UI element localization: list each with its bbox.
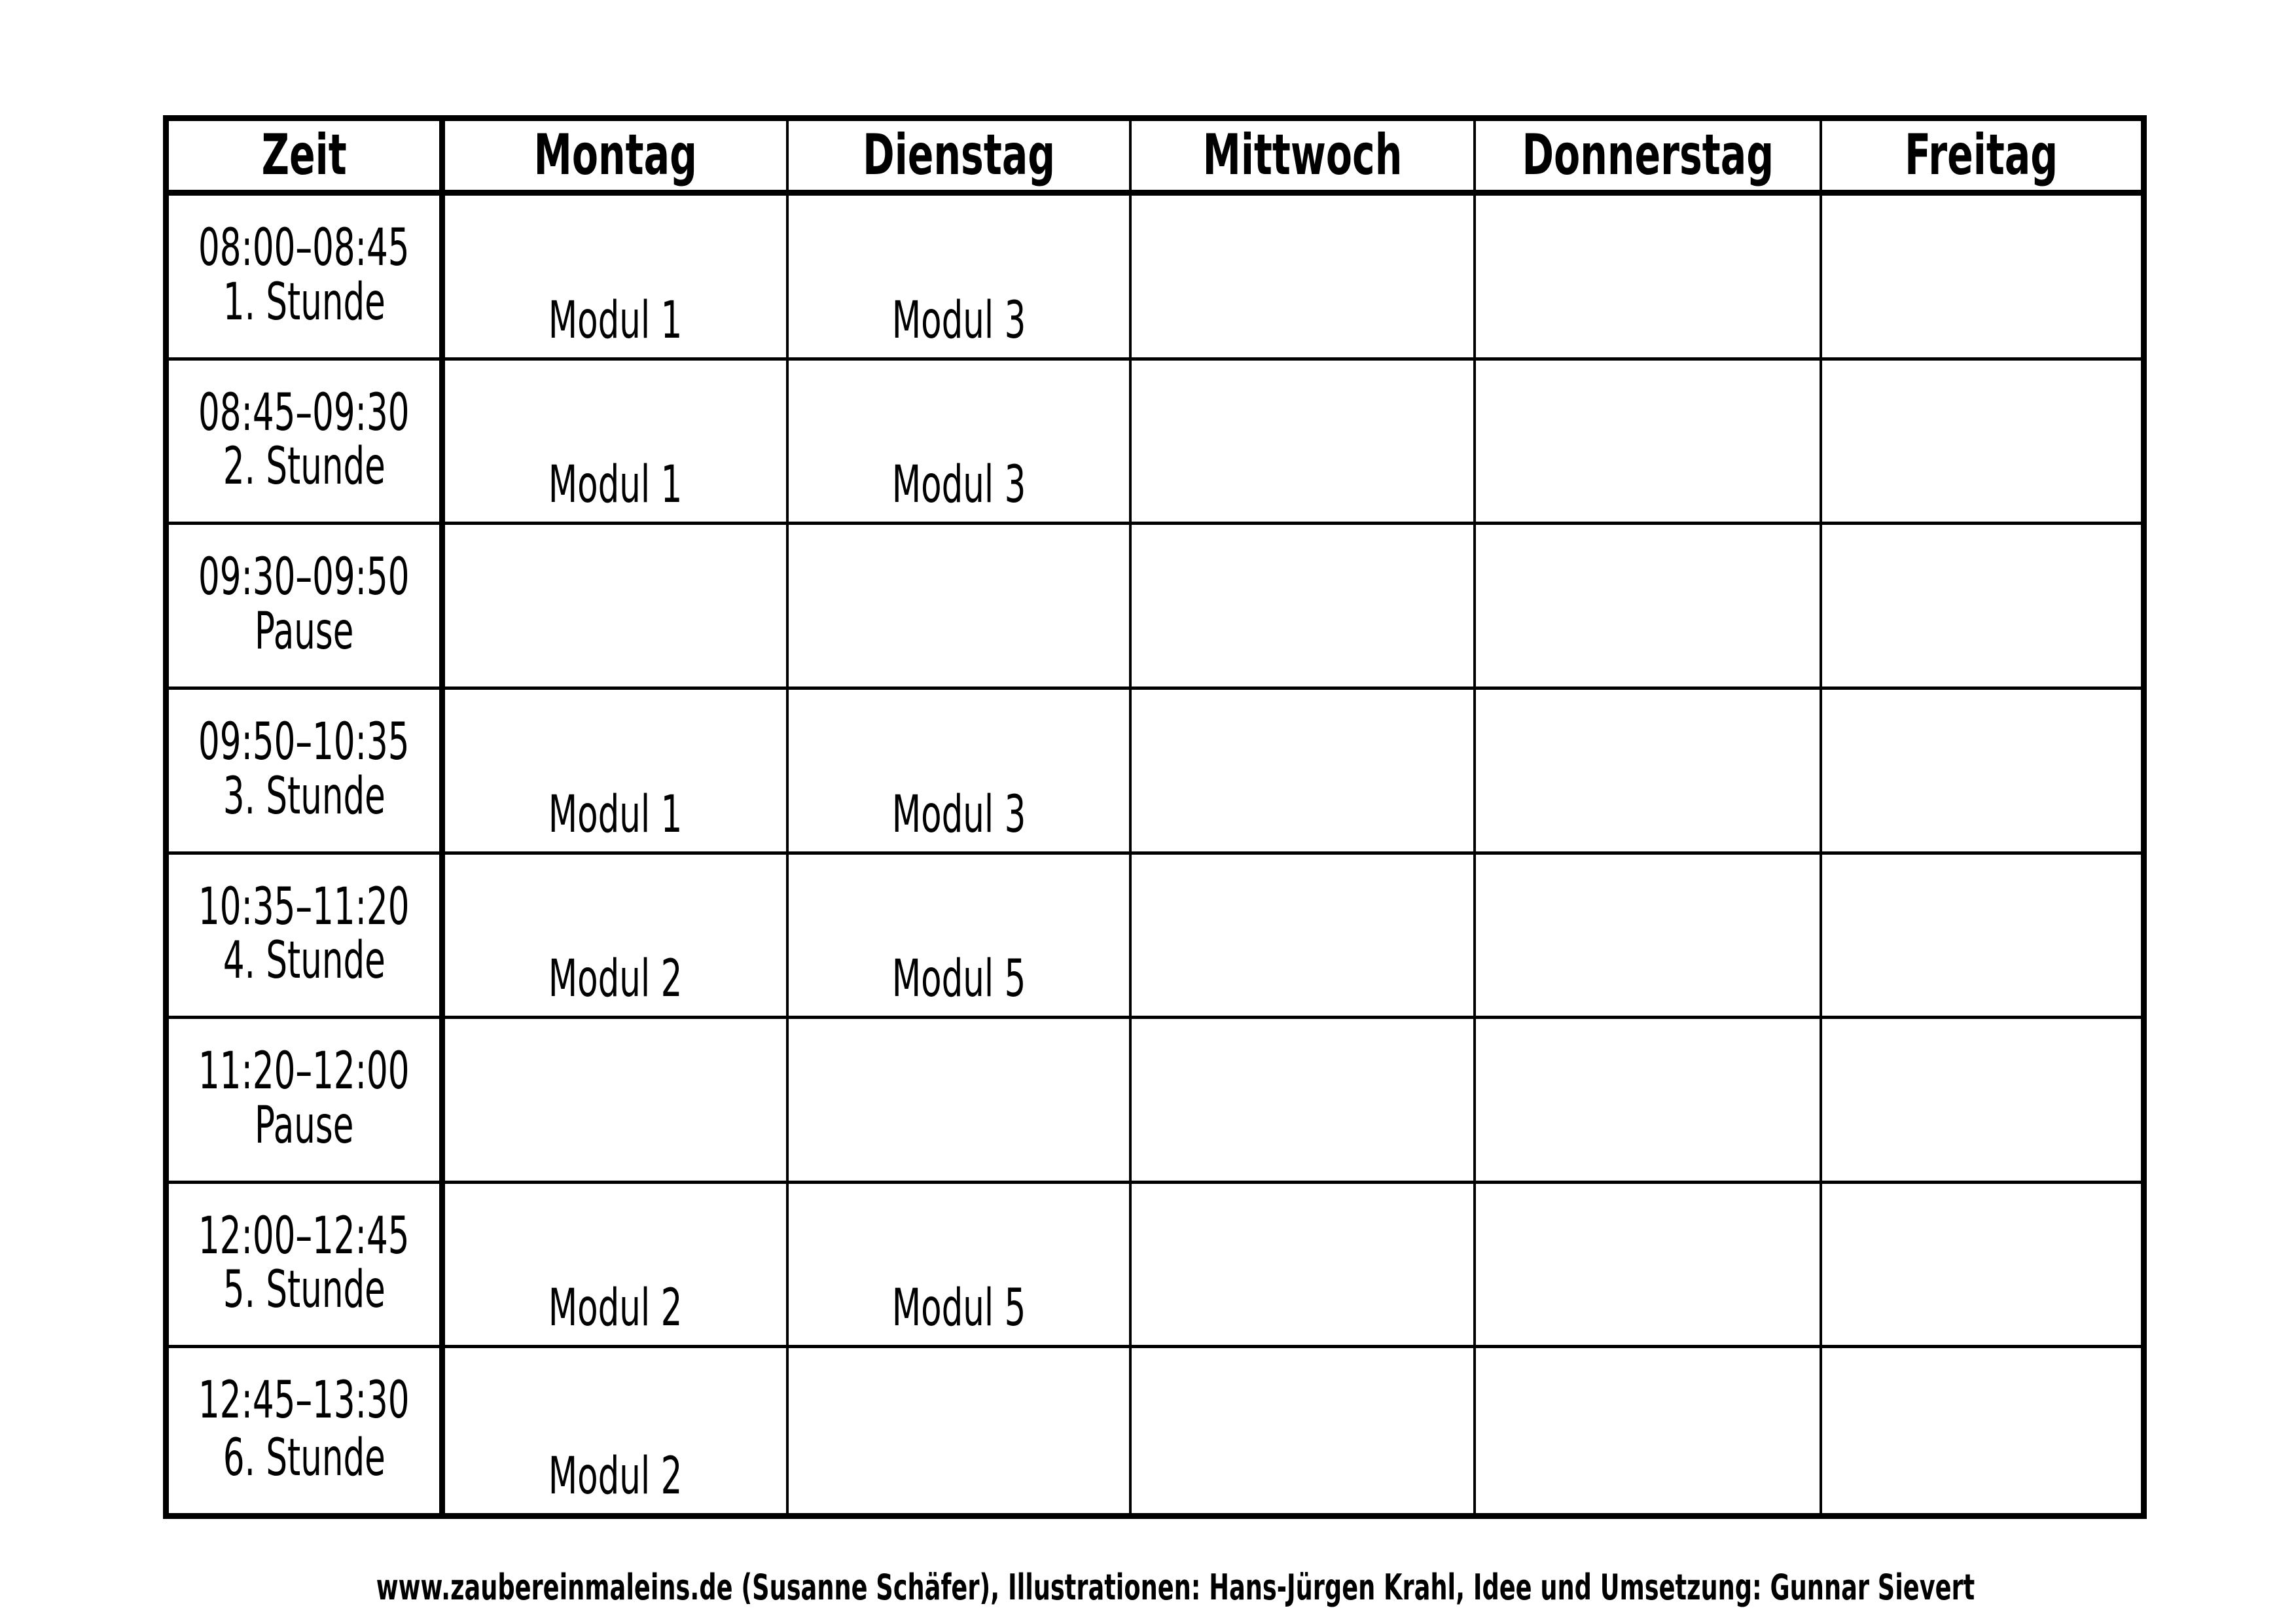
- module-entry: Modul 2: [548, 950, 683, 1009]
- cell-row8-mittwoch: [1132, 1348, 1476, 1513]
- cell-row2-donnerstag: [1476, 360, 1822, 526]
- cell-row6-dienstag: [789, 1019, 1132, 1184]
- column-header-donnerstag: Donnerstag: [1476, 121, 1822, 196]
- cell-row2-montag: Modul 1: [445, 360, 789, 526]
- lesson-label: 2. Stunde: [223, 437, 386, 497]
- cell-row2-freitag: [1822, 360, 2141, 526]
- time-range: 08:00–08:45: [198, 219, 410, 277]
- lesson-label: 3. Stunde: [223, 766, 386, 826]
- lesson-label: 5. Stunde: [223, 1260, 386, 1320]
- cell-row1-mittwoch: [1132, 196, 1476, 361]
- lesson-label: Pause: [254, 601, 354, 661]
- cell-row7-mittwoch: [1132, 1183, 1476, 1349]
- time-slot-cell-row4: 09:50–10:35 3. Stunde: [169, 689, 445, 855]
- cell-row8-dienstag: [789, 1348, 1132, 1513]
- column-header-dienstag-label: Dienstag: [863, 122, 1055, 188]
- cell-row4-montag: Modul 1: [445, 689, 789, 855]
- cell-row4-mittwoch: [1132, 689, 1476, 855]
- cell-row7-montag: Modul 2: [445, 1183, 789, 1349]
- time-range: 10:35–11:20: [198, 877, 410, 936]
- time-slot-cell-row7: 12:00–12:45 5. Stunde: [169, 1183, 445, 1349]
- module-entry: Modul 1: [548, 455, 683, 515]
- time-slot-cell-row3: 09:30–09:50 Pause: [169, 525, 445, 690]
- module-entry: Modul 1: [548, 785, 683, 844]
- time-slot-cell-row1: 08:00–08:45 1. Stunde: [169, 196, 445, 361]
- time-slot-cell-row2: 08:45–09:30 2. Stunde: [169, 360, 445, 526]
- module-entry: Modul 2: [548, 1447, 683, 1507]
- cell-row8-freitag: [1822, 1348, 2141, 1513]
- column-header-freitag-label: Freitag: [1905, 122, 2058, 188]
- cell-row6-donnerstag: [1476, 1019, 1822, 1184]
- cell-row3-donnerstag: [1476, 525, 1822, 690]
- module-entry: Modul 5: [891, 950, 1026, 1009]
- cell-row8-donnerstag: [1476, 1348, 1822, 1513]
- time-range: 09:50–10:35: [198, 712, 410, 772]
- cell-row5-mittwoch: [1132, 854, 1476, 1020]
- column-header-montag: Montag: [445, 121, 789, 196]
- cell-row3-dienstag: [789, 525, 1132, 690]
- column-header-mittwoch: Mittwoch: [1132, 121, 1476, 196]
- timetable-table: Zeit Montag Dienstag Mittwoch Donnerstag…: [163, 115, 2147, 1519]
- cell-row2-dienstag: Modul 3: [789, 360, 1132, 526]
- module-entry: Modul 1: [548, 291, 683, 350]
- cell-row8-montag: Modul 2: [445, 1348, 789, 1513]
- lesson-label: 6. Stunde: [223, 1429, 386, 1488]
- lesson-label: 4. Stunde: [223, 931, 386, 991]
- cell-row1-montag: Modul 1: [445, 196, 789, 361]
- module-entry: Modul 3: [891, 785, 1026, 844]
- time-range: 12:45–13:30: [198, 1371, 410, 1431]
- time-slot-cell-row8: 12:45–13:30 6. Stunde: [169, 1348, 445, 1513]
- time-range: 09:30–09:50: [198, 548, 410, 607]
- cell-row5-donnerstag: [1476, 854, 1822, 1020]
- module-entry: Modul 3: [891, 455, 1026, 515]
- module-entry: Modul 2: [548, 1279, 683, 1338]
- cell-row5-freitag: [1822, 854, 2141, 1020]
- column-header-montag-label: Montag: [533, 122, 698, 188]
- footer-credit-text: www.zaubereinmaleins.de (Susanne Schäfer…: [376, 1567, 1975, 1608]
- module-entry: Modul 3: [891, 291, 1026, 350]
- cell-row5-montag: Modul 2: [445, 854, 789, 1020]
- column-header-zeit-label: Zeit: [261, 122, 347, 188]
- cell-row6-mittwoch: [1132, 1019, 1476, 1184]
- cell-row3-mittwoch: [1132, 525, 1476, 690]
- time-slot-cell-row6: 11:20–12:00 Pause: [169, 1019, 445, 1184]
- module-entry: Modul 5: [891, 1279, 1026, 1338]
- cell-row2-mittwoch: [1132, 360, 1476, 526]
- cell-row4-dienstag: Modul 3: [789, 689, 1132, 855]
- cell-row7-freitag: [1822, 1183, 2141, 1349]
- time-range: 12:00–12:45: [198, 1206, 410, 1266]
- cell-row7-donnerstag: [1476, 1183, 1822, 1349]
- cell-row3-freitag: [1822, 525, 2141, 690]
- footer-credit: www.zaubereinmaleins.de (Susanne Schäfer…: [0, 1569, 2296, 1607]
- column-header-zeit: Zeit: [169, 121, 445, 196]
- time-range: 08:45–09:30: [198, 383, 410, 442]
- lesson-label: 1. Stunde: [223, 272, 386, 332]
- cell-row1-freitag: [1822, 196, 2141, 361]
- time-range: 11:20–12:00: [198, 1042, 410, 1101]
- cell-row3-montag: [445, 525, 789, 690]
- cell-row6-freitag: [1822, 1019, 2141, 1184]
- column-header-mittwoch-label: Mittwoch: [1202, 122, 1403, 188]
- cell-row1-dienstag: Modul 3: [789, 196, 1132, 361]
- column-header-donnerstag-label: Donnerstag: [1522, 122, 1774, 188]
- lesson-label: Pause: [254, 1096, 354, 1155]
- time-slot-cell-row5: 10:35–11:20 4. Stunde: [169, 854, 445, 1020]
- cell-row7-dienstag: Modul 5: [789, 1183, 1132, 1349]
- cell-row1-donnerstag: [1476, 196, 1822, 361]
- cell-row5-dienstag: Modul 5: [789, 854, 1132, 1020]
- cell-row4-donnerstag: [1476, 689, 1822, 855]
- column-header-freitag: Freitag: [1822, 121, 2141, 196]
- column-header-dienstag: Dienstag: [789, 121, 1132, 196]
- cell-row4-freitag: [1822, 689, 2141, 855]
- cell-row6-montag: [445, 1019, 789, 1184]
